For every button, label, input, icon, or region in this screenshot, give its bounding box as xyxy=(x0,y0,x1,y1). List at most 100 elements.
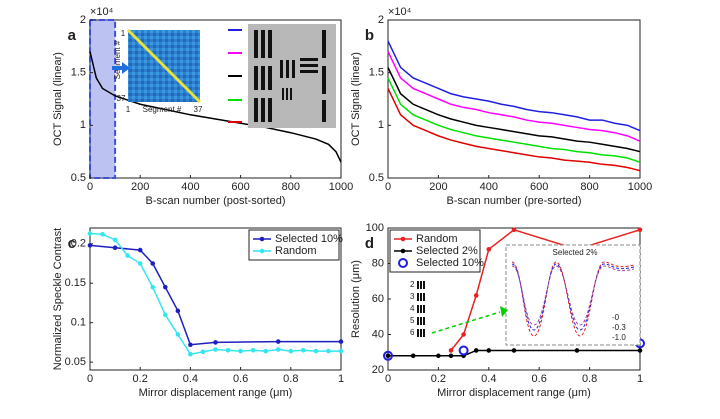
x-tick-label: 600 xyxy=(231,181,249,193)
inset-curve xyxy=(511,265,635,326)
data-point xyxy=(637,227,643,233)
series-line xyxy=(89,51,342,163)
x-tick-label: 0 xyxy=(385,373,391,385)
data-point xyxy=(275,339,281,344)
series-line xyxy=(388,349,640,357)
y-axis-label: OCT Signal (linear) xyxy=(52,52,64,146)
inset-label: 37 xyxy=(194,105,203,114)
legend-label: Selected 2% xyxy=(416,245,478,257)
legend-label: Random xyxy=(416,233,458,245)
data-point xyxy=(383,350,393,361)
x-tick-label: 0.8 xyxy=(582,373,597,385)
x-tick-label: 0.4 xyxy=(481,373,496,385)
data-point xyxy=(326,348,331,354)
inset-label: 37 xyxy=(117,94,126,103)
y-tick-label: 2 xyxy=(80,14,86,26)
inset-curve xyxy=(511,263,635,331)
y-tick-label: 0.5 xyxy=(369,172,384,184)
inset-label: 1 xyxy=(121,29,126,38)
y-axis-label: OCT Signal (linear) xyxy=(350,52,362,146)
highlight xyxy=(89,19,117,179)
x-tick-label: 0 xyxy=(87,373,93,385)
data-point xyxy=(385,353,391,359)
data-point xyxy=(486,348,492,353)
y-tick-label: 1 xyxy=(378,119,384,131)
data-point xyxy=(225,347,231,353)
data-point xyxy=(150,261,156,266)
y-tick-label: 100 xyxy=(366,222,384,234)
y-tick-label: 80 xyxy=(372,257,384,269)
data-point xyxy=(511,227,517,233)
data-point xyxy=(137,261,143,266)
inset-legend: -1.0 xyxy=(612,333,626,342)
y-tick-label: 0.1 xyxy=(71,317,86,329)
data-point xyxy=(313,348,319,354)
series-line xyxy=(387,77,641,163)
x-tick-label: 400 xyxy=(181,181,199,193)
target-label: 5 xyxy=(410,316,415,325)
data-point xyxy=(213,347,218,352)
target-label: 3 xyxy=(410,292,415,301)
plot-area xyxy=(387,19,641,179)
data-point xyxy=(137,247,143,253)
legend-label: Selected 10% xyxy=(275,233,343,245)
y-tick-label: 0.5 xyxy=(71,172,86,184)
data-point xyxy=(461,332,466,337)
x-tick-label: 0.8 xyxy=(283,373,298,385)
series-line xyxy=(387,88,641,172)
panel-label: d xyxy=(365,235,374,252)
data-point xyxy=(473,293,479,298)
panel: 0 0.2 0.4 0.6 0.8 1 0.05 0.1 0.15 0.2 Mirror displ… xyxy=(52,227,344,399)
data-point xyxy=(100,232,105,237)
data-point xyxy=(87,231,93,236)
series-line xyxy=(387,51,641,142)
data-point xyxy=(486,247,492,252)
data-point xyxy=(87,243,93,248)
data-point xyxy=(288,348,294,354)
panel-label: a xyxy=(68,27,77,44)
data-point xyxy=(436,353,441,359)
series-line xyxy=(89,244,341,346)
inset-curve xyxy=(511,261,635,337)
inset-arrow xyxy=(500,306,508,317)
x-tick-label: 800 xyxy=(580,181,598,193)
data-point xyxy=(125,253,130,258)
x-tick-label: 200 xyxy=(131,181,149,193)
data-point xyxy=(448,348,454,353)
y-axis-label: Resolution (μm) xyxy=(350,260,362,338)
data-point xyxy=(338,339,344,344)
inset-arrows xyxy=(228,29,242,123)
y-multiplier: ×10⁴ xyxy=(90,6,114,18)
data-point xyxy=(574,348,580,353)
matrix-diagonal xyxy=(126,28,202,104)
x-axis-label: B-scan number (pre-sorted) xyxy=(446,195,581,207)
data-point xyxy=(188,342,193,348)
x-tick-label: 0 xyxy=(385,181,391,193)
data-point xyxy=(200,349,206,355)
x-tick-label: 1000 xyxy=(329,181,353,193)
inset-title: Selected 2% xyxy=(553,248,598,257)
legend-marker xyxy=(400,248,406,254)
x-tick-label: 600 xyxy=(530,181,548,193)
legend-marker xyxy=(398,258,408,268)
x-axis-label: B-scan number (post-sorted) xyxy=(146,195,286,207)
data-point xyxy=(473,348,479,353)
data-point xyxy=(175,308,181,314)
data-point xyxy=(112,245,118,251)
data-point xyxy=(275,347,281,352)
y-tick-label: 0.15 xyxy=(65,277,86,289)
x-tick-label: 1000 xyxy=(628,181,652,193)
target-bars xyxy=(254,30,326,122)
data-point xyxy=(163,312,168,318)
y-tick-label: 40 xyxy=(372,328,384,340)
panel-label: b xyxy=(365,27,374,44)
y-tick-label: 1 xyxy=(80,119,86,131)
target-label: 2 xyxy=(410,280,415,289)
x-tick-label: 400 xyxy=(480,181,498,193)
x-tick-label: 0.2 xyxy=(133,373,148,385)
legend-box xyxy=(248,229,340,261)
target-label: 4 xyxy=(410,304,415,313)
data-point xyxy=(263,348,269,354)
data-point xyxy=(250,347,256,353)
